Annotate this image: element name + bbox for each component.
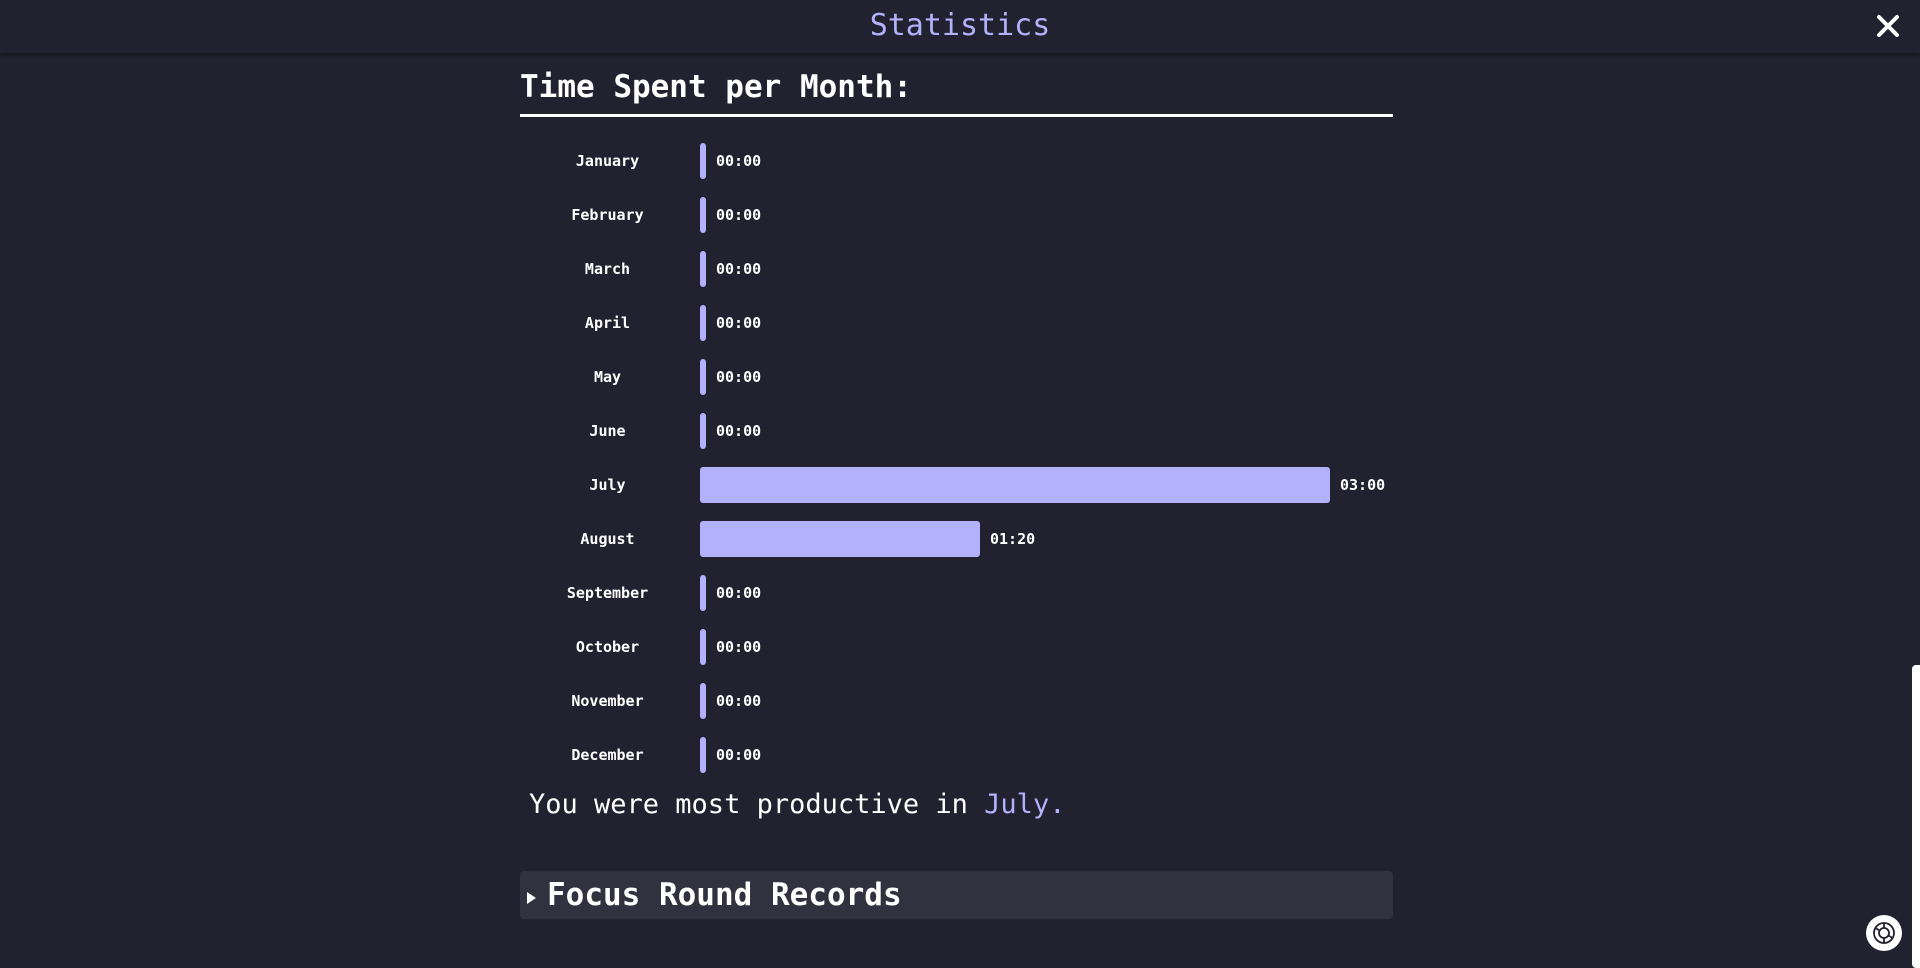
close-icon: [1877, 15, 1899, 37]
chart-row: November 00:00: [520, 683, 1393, 719]
chart-row: July 03:00: [520, 467, 1393, 503]
monthly-time-chart: January 00:00 February 00:00 March 00:00 April…: [520, 143, 1393, 797]
header-bar: Statistics: [0, 0, 1920, 53]
bar-value-label: 00:00: [716, 692, 762, 710]
section-divider: [520, 114, 1393, 117]
section-title: Time Spent per Month:: [520, 69, 912, 105]
month-label: November: [571, 692, 644, 710]
chart-row: August 01:20: [520, 521, 1393, 557]
bar: [700, 143, 706, 179]
chart-row: December 00:00: [520, 737, 1393, 773]
bar: [700, 359, 706, 395]
month-label: September: [566, 584, 649, 602]
summary-month: July.: [984, 789, 1066, 820]
bar-value-label: 00:00: [716, 206, 762, 224]
bar-value-label: 00:00: [716, 746, 762, 764]
bar: [700, 629, 706, 665]
scrollbar-track[interactable]: [1912, 53, 1920, 968]
month-label: January: [575, 152, 640, 170]
month-label: December: [571, 746, 644, 764]
month-label: May: [593, 368, 622, 386]
month-label: April: [584, 314, 631, 332]
month-label: October: [575, 638, 640, 656]
bar-value-label: 00:00: [716, 422, 762, 440]
bar: [700, 251, 706, 287]
bar: [700, 521, 980, 557]
chart-row: April 00:00: [520, 305, 1393, 341]
assistant-icon[interactable]: [1866, 915, 1902, 951]
bar-value-label: 00:00: [716, 314, 762, 332]
bar-value-label: 00:00: [716, 260, 762, 278]
bar-value-label: 03:00: [1340, 476, 1386, 494]
page-title: Statistics: [869, 8, 1051, 43]
bar: [700, 575, 706, 611]
triangle-right-icon: [527, 892, 536, 904]
bar-value-label: 00:00: [716, 638, 762, 656]
bar-value-label: 00:00: [716, 152, 762, 170]
focus-round-records-toggle[interactable]: Focus Round Records: [520, 871, 1393, 919]
bar: [700, 413, 706, 449]
month-label: June: [589, 422, 626, 440]
month-label: March: [584, 260, 631, 278]
month-label: July: [589, 476, 626, 494]
bar: [700, 683, 706, 719]
productivity-summary: You were most productive in July.: [529, 789, 1065, 820]
chart-row: September 00:00: [520, 575, 1393, 611]
month-label: February: [571, 206, 644, 224]
bar: [700, 197, 706, 233]
chart-row: January 00:00: [520, 143, 1393, 179]
scrollbar-thumb[interactable]: [1912, 665, 1920, 968]
bar: [700, 305, 706, 341]
chart-row: June 00:00: [520, 413, 1393, 449]
summary-prefix: You were most productive in: [529, 789, 968, 820]
bar-value-label: 01:20: [990, 530, 1036, 548]
chart-row: February 00:00: [520, 197, 1393, 233]
chart-row: March 00:00: [520, 251, 1393, 287]
close-button[interactable]: [1872, 10, 1904, 42]
assistant-logo-icon: [1873, 922, 1895, 944]
month-label: August: [580, 530, 635, 548]
chart-row: October 00:00: [520, 629, 1393, 665]
bar-value-label: 00:00: [716, 584, 762, 602]
chart-row: May 00:00: [520, 359, 1393, 395]
bar: [700, 737, 706, 773]
focus-round-records-label: Focus Round Records: [547, 877, 902, 913]
bar-value-label: 00:00: [716, 368, 762, 386]
bar: [700, 467, 1330, 503]
